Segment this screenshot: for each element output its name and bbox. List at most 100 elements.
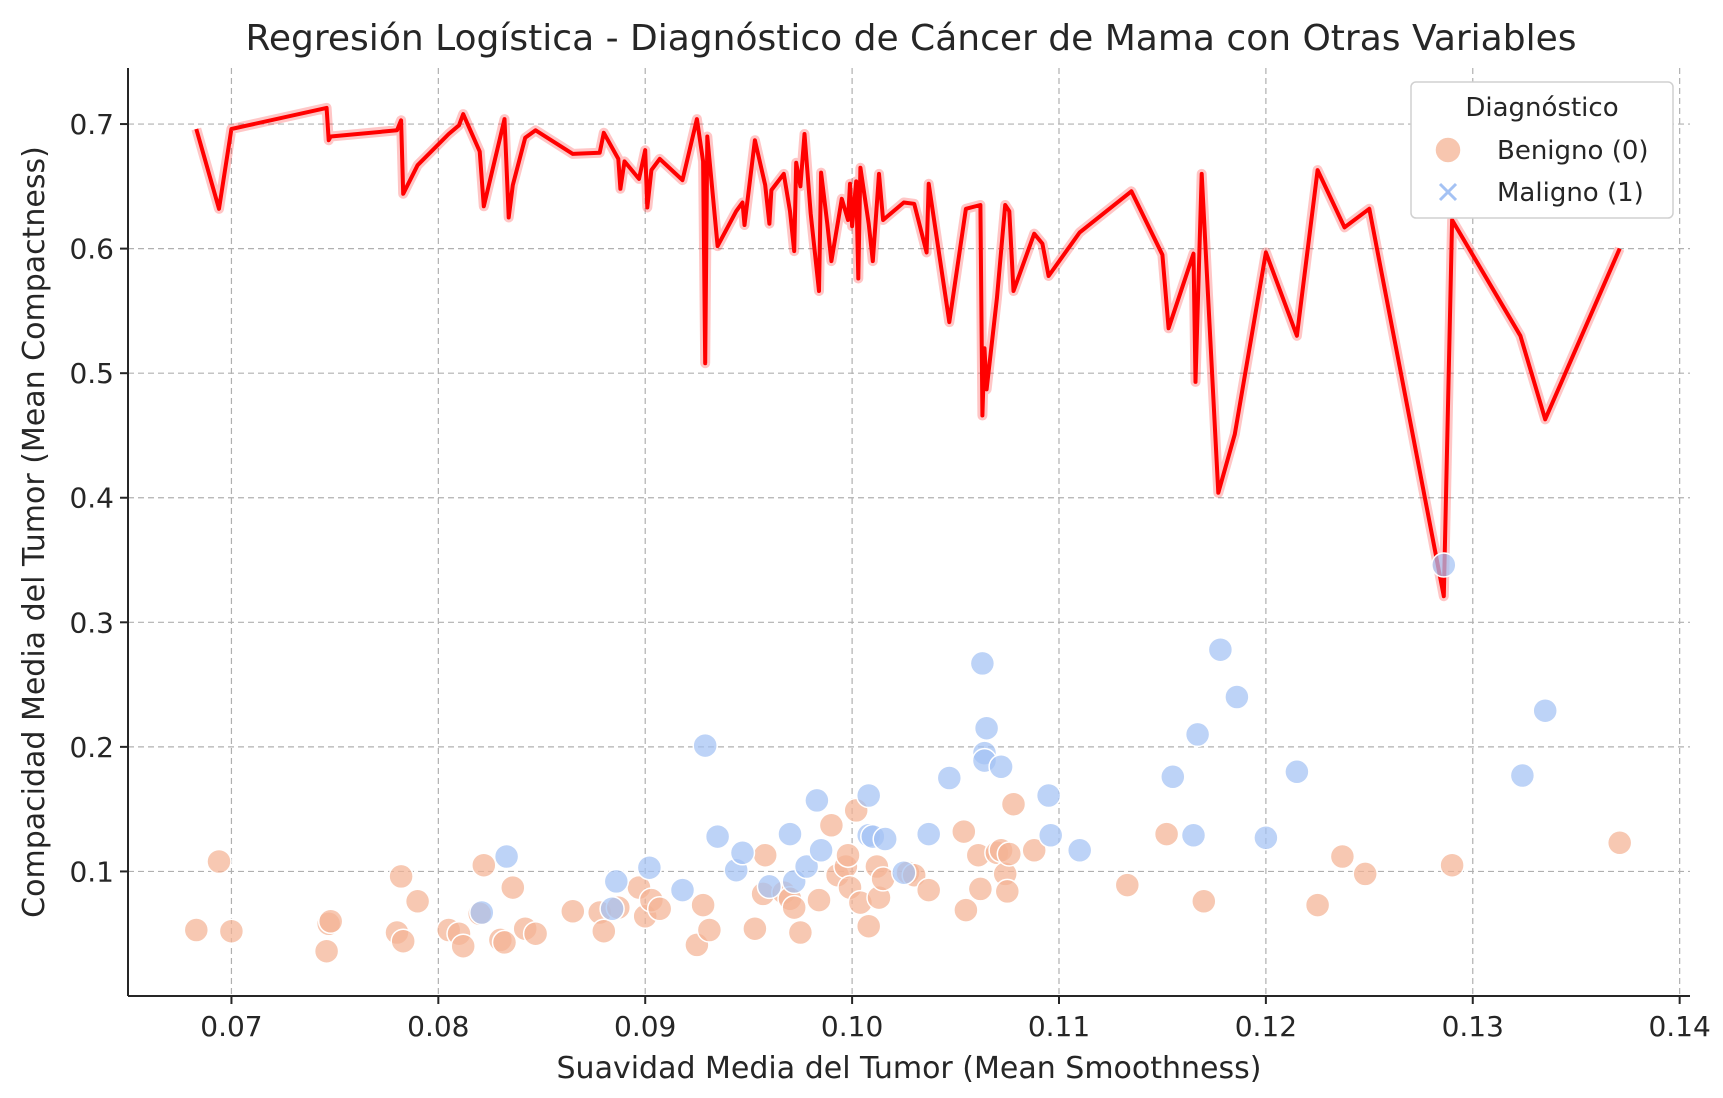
y-tick-label: 0.5: [69, 357, 114, 390]
data-point-maligno: [804, 787, 830, 814]
data-point-maligno: [808, 837, 834, 864]
data-point-benigno: [855, 913, 882, 939]
data-point-benigno: [218, 918, 245, 944]
data-point-maligno: [855, 782, 882, 809]
data-point-maligno: [1431, 552, 1457, 578]
data-point-benigno: [591, 918, 617, 944]
data-point-maligno: [469, 899, 495, 926]
data-point-benigno: [996, 841, 1023, 867]
data-point-benigno: [1304, 892, 1331, 918]
legend: Diagnóstico Benigno (0) Maligno (1): [1410, 81, 1674, 219]
chart-title: Regresión Logística - Diagnóstico de Cán…: [246, 18, 1577, 59]
data-point-benigno: [994, 878, 1021, 905]
data-point-benigno: [951, 818, 977, 845]
x-tick-label: 0.14: [1648, 1010, 1710, 1043]
legend-label-maligno: Maligno (1): [1497, 178, 1644, 208]
data-point-benigno: [388, 863, 414, 890]
axes: [127, 68, 1690, 997]
x-tick-label: 0.07: [200, 1010, 262, 1043]
data-point-maligno: [1207, 636, 1234, 663]
data-point-benigno: [690, 892, 716, 918]
data-point-benigno: [806, 887, 832, 913]
data-point-maligno: [793, 853, 820, 880]
data-point-benigno: [522, 920, 549, 947]
data-point-benigno: [742, 915, 768, 942]
legend-marker-benigno: [1434, 136, 1462, 164]
regression-line-layer: [194, 105, 1622, 599]
data-point-maligno: [1160, 764, 1186, 790]
data-point-benigno: [1153, 821, 1180, 847]
data-point-benigno: [752, 842, 778, 868]
data-point-maligno: [1532, 697, 1558, 724]
data-point-maligno: [669, 877, 696, 903]
y-tick-label: 0.2: [69, 731, 114, 764]
data-point-maligno: [692, 732, 718, 759]
data-point-maligno: [936, 765, 963, 791]
data-point-benigno: [390, 928, 416, 954]
data-point-maligno: [872, 826, 898, 852]
data-point-benigno: [1114, 872, 1141, 898]
y-axis-ticks: 0.1 0.2 0.3 0.4 0.5 0.6 0.7: [69, 108, 128, 888]
data-point-benigno: [781, 894, 807, 921]
y-tick-label: 0.6: [69, 233, 114, 266]
data-point-benigno: [313, 938, 340, 964]
x-tick-label: 0.08: [407, 1010, 469, 1043]
y-tick-label: 0.1: [69, 855, 114, 888]
data-point-benigno: [491, 929, 518, 956]
y-tick-label: 0.3: [69, 606, 114, 639]
data-point-maligno: [969, 650, 996, 677]
data-point-benigno: [1329, 843, 1356, 870]
data-point-benigno: [1352, 861, 1378, 887]
data-point-maligno: [1284, 759, 1310, 785]
data-point-maligno: [973, 715, 1000, 741]
x-tick-label: 0.10: [821, 1010, 883, 1043]
data-point-benigno: [953, 897, 979, 923]
data-point-benigno: [404, 888, 431, 915]
data-point-benigno: [471, 852, 497, 878]
scatter-points-layer: [183, 552, 1633, 964]
data-point-maligno: [603, 868, 630, 895]
x-axis-label: Suavidad Media del Tumor (Mean Smoothnes…: [557, 1051, 1262, 1086]
data-point-maligno: [1224, 684, 1250, 710]
data-point-maligno: [1066, 837, 1093, 864]
data-point-benigno: [1439, 852, 1465, 878]
x-tick-label: 0.09: [614, 1010, 676, 1043]
data-point-maligno: [1035, 782, 1062, 809]
data-point-maligno: [1184, 721, 1211, 748]
y-tick-label: 0.7: [69, 108, 114, 141]
data-point-benigno: [967, 876, 994, 902]
data-point-maligno: [599, 896, 625, 922]
data-point-benigno: [787, 919, 814, 946]
data-point-maligno: [493, 843, 520, 870]
data-point-benigno: [560, 898, 586, 925]
legend-marker-maligno: [1438, 182, 1458, 202]
legend-label-benigno: Benigno (0): [1497, 136, 1649, 166]
data-point-benigno: [1191, 888, 1217, 915]
data-point-maligno: [636, 854, 663, 881]
y-tick-label: 0.4: [69, 482, 114, 515]
data-point-maligno: [1253, 825, 1279, 851]
data-point-maligno: [777, 821, 803, 847]
data-point-maligno: [1180, 822, 1207, 849]
x-tick-label: 0.13: [1442, 1010, 1504, 1043]
data-point-benigno: [1606, 830, 1633, 856]
data-point-maligno: [988, 754, 1014, 780]
x-tick-label: 0.12: [1235, 1010, 1297, 1043]
data-point-benigno: [1000, 791, 1027, 817]
x-tick-label: 0.11: [1028, 1010, 1090, 1043]
data-point-benigno: [500, 874, 526, 901]
data-point-benigno: [835, 842, 861, 868]
x-axis-ticks: 0.07 0.08 0.09 0.10 0.11 0.12 0.13 0.14: [200, 996, 1711, 1043]
data-point-benigno: [646, 896, 673, 922]
data-point-benigno: [818, 812, 845, 839]
legend-title: Diagnóstico: [1465, 93, 1618, 123]
data-point-maligno: [704, 823, 731, 850]
grid: [128, 68, 1690, 996]
legend-box: [1410, 81, 1674, 219]
data-point-benigno: [696, 917, 723, 943]
data-point-benigno: [317, 908, 344, 935]
data-point-maligno: [915, 821, 942, 847]
data-point-maligno: [756, 873, 783, 900]
regression-line: [194, 105, 1622, 599]
